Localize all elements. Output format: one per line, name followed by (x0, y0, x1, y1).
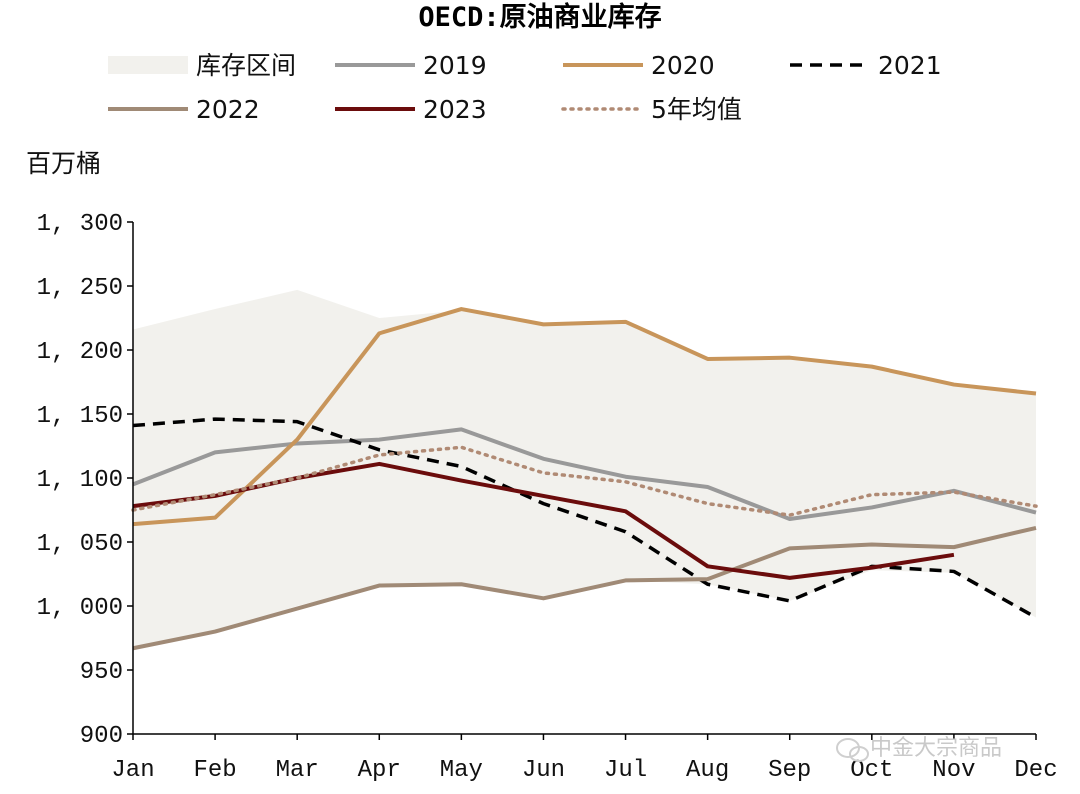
y-tick-label: 1, 300 (37, 211, 123, 238)
x-tick-label: Feb (193, 757, 236, 784)
x-tick-label: Jun (522, 757, 565, 784)
y-tick-label: 900 (80, 723, 123, 750)
plot-area (131, 289, 1038, 651)
legend-label: 2022 (196, 95, 260, 124)
y-tick-label: 950 (80, 659, 123, 686)
series-line-5 (131, 445, 1038, 517)
x-tick-label: Sep (768, 757, 811, 784)
x-tick-label: Apr (358, 757, 401, 784)
legend-item-2: 2020 (563, 51, 715, 80)
watermark-text: 中金大宗商品 (870, 736, 1002, 761)
series-line-2 (132, 417, 1037, 620)
legend: 库存区间 2019 2020 2021 2022 2023 5年均值 (108, 51, 942, 124)
wechat-icon (836, 738, 869, 762)
series-line-1 (132, 307, 1037, 527)
y-axis-unit: 百万桶 (26, 149, 101, 178)
chart-title: OECD:原油商业库存 (418, 2, 661, 33)
legend-item-6: 5年均值 (561, 95, 742, 124)
series-line-0 (132, 427, 1037, 521)
y-tick-label: 1, 200 (37, 339, 123, 366)
x-tick-label: May (440, 757, 483, 784)
x-tick-label: Jan (111, 757, 154, 784)
y-tick-label: 1, 100 (37, 467, 123, 494)
y-tick-label: 1, 150 (37, 403, 123, 430)
legend-label: 2019 (423, 51, 487, 80)
legend-label: 2021 (878, 51, 942, 80)
series-line-3 (132, 525, 1037, 651)
x-tick-label: Aug (686, 757, 729, 784)
x-tick-label: Jul (604, 757, 647, 784)
legend-label: 2023 (423, 95, 487, 124)
legend-label: 5年均值 (651, 95, 742, 124)
y-tick-label: 1, 250 (37, 275, 123, 302)
x-tick-label: Dec (1014, 757, 1057, 784)
legend-label: 2020 (651, 51, 715, 80)
legend-swatch (108, 56, 188, 74)
x-tick-label: Mar (276, 757, 319, 784)
legend-label: 库存区间 (196, 51, 296, 80)
legend-item-1: 2019 (335, 51, 487, 80)
legend-item-5: 2023 (335, 95, 487, 124)
legend-item-0: 库存区间 (108, 51, 296, 80)
axes: 900 950 1, 000 1, 050 1, 100 1, 150 1, 200 1, 2… (37, 211, 1058, 784)
y-tick-label: 1, 000 (37, 595, 123, 622)
legend-item-3: 2021 (790, 51, 942, 80)
legend-item-4: 2022 (108, 95, 260, 124)
watermark: 中金大宗商品 (836, 736, 1002, 762)
y-tick-label: 1, 050 (37, 531, 123, 558)
x-tick-label: Nov (932, 757, 975, 784)
